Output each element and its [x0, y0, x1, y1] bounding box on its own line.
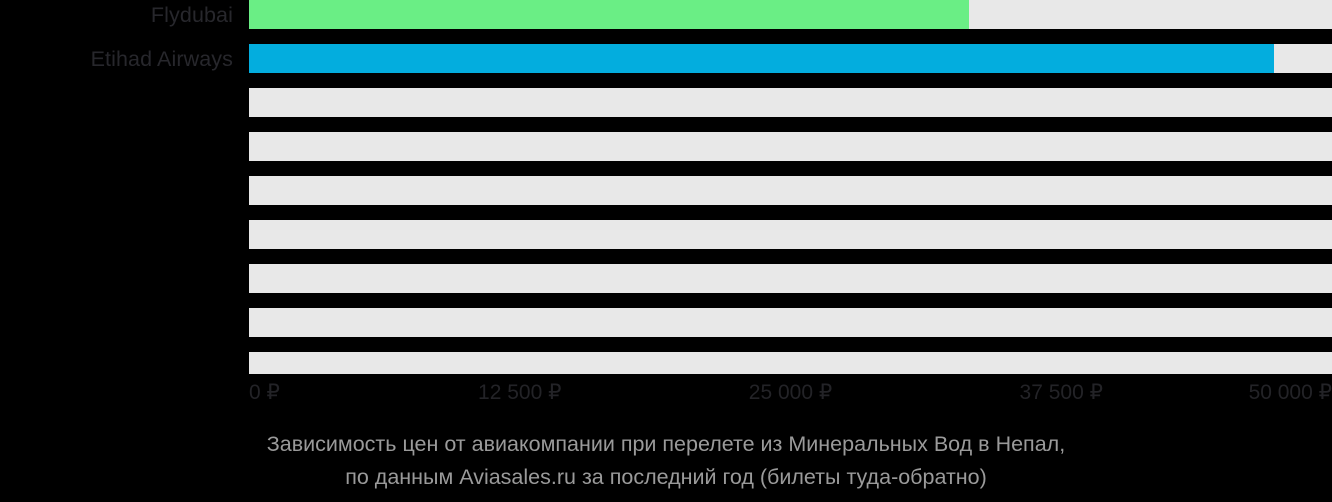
bar-category-label: [0, 308, 233, 337]
bar-row[interactable]: [249, 264, 1332, 293]
bar-row[interactable]: [249, 352, 1332, 374]
bar-fill[interactable]: [249, 0, 969, 29]
bar-fill[interactable]: [249, 44, 1274, 73]
x-axis: 0 ₽ 12 500 ₽ 25 000 ₽ 37 500 ₽ 50 000 ₽: [249, 378, 1332, 410]
x-axis-tick-label: 12 500 ₽: [478, 381, 562, 404]
bar-category-label: [0, 220, 233, 249]
bar-track: [249, 352, 1332, 374]
bar-row[interactable]: Flydubai: [151, 0, 1332, 29]
bar-row[interactable]: [249, 132, 1332, 161]
chart-plot-area: Flydubai Etihad Airways: [91, 0, 1332, 374]
bar-row[interactable]: [249, 88, 1332, 117]
bar-row[interactable]: [249, 220, 1332, 249]
bar-row[interactable]: Etihad Airways: [91, 44, 1332, 73]
bar-track: [249, 220, 1332, 249]
chart-caption: Зависимость цен от авиакомпании при пере…: [0, 428, 1332, 494]
bar-category-label: Etihad Airways: [90, 47, 233, 71]
x-axis-tick-label: 25 000 ₽: [748, 381, 833, 404]
bar-category-label: [0, 132, 233, 161]
chart-caption-line-2: по данным Aviasales.ru за последний год …: [345, 465, 987, 489]
x-axis-tick-label: 37 500 ₽: [1019, 381, 1103, 404]
bar-track: [249, 88, 1332, 117]
bar-category-label: [0, 176, 233, 205]
bar-category-label: [0, 88, 233, 117]
chart-caption-line-1: Зависимость цен от авиакомпании при пере…: [266, 432, 1066, 456]
bar-category-label: [0, 352, 233, 381]
bar-track: [249, 308, 1332, 337]
bar-track: [249, 132, 1332, 161]
bar-track: [249, 176, 1332, 205]
x-axis-tick-label: 50 000 ₽: [1248, 381, 1332, 404]
bar-track: [249, 264, 1332, 293]
bar-category-label: [0, 264, 233, 293]
x-axis-tick-label: 0 ₽: [249, 381, 280, 404]
bar-row[interactable]: [249, 308, 1332, 337]
bar-category-label: Flydubai: [150, 3, 233, 27]
bar-row[interactable]: [249, 176, 1332, 205]
